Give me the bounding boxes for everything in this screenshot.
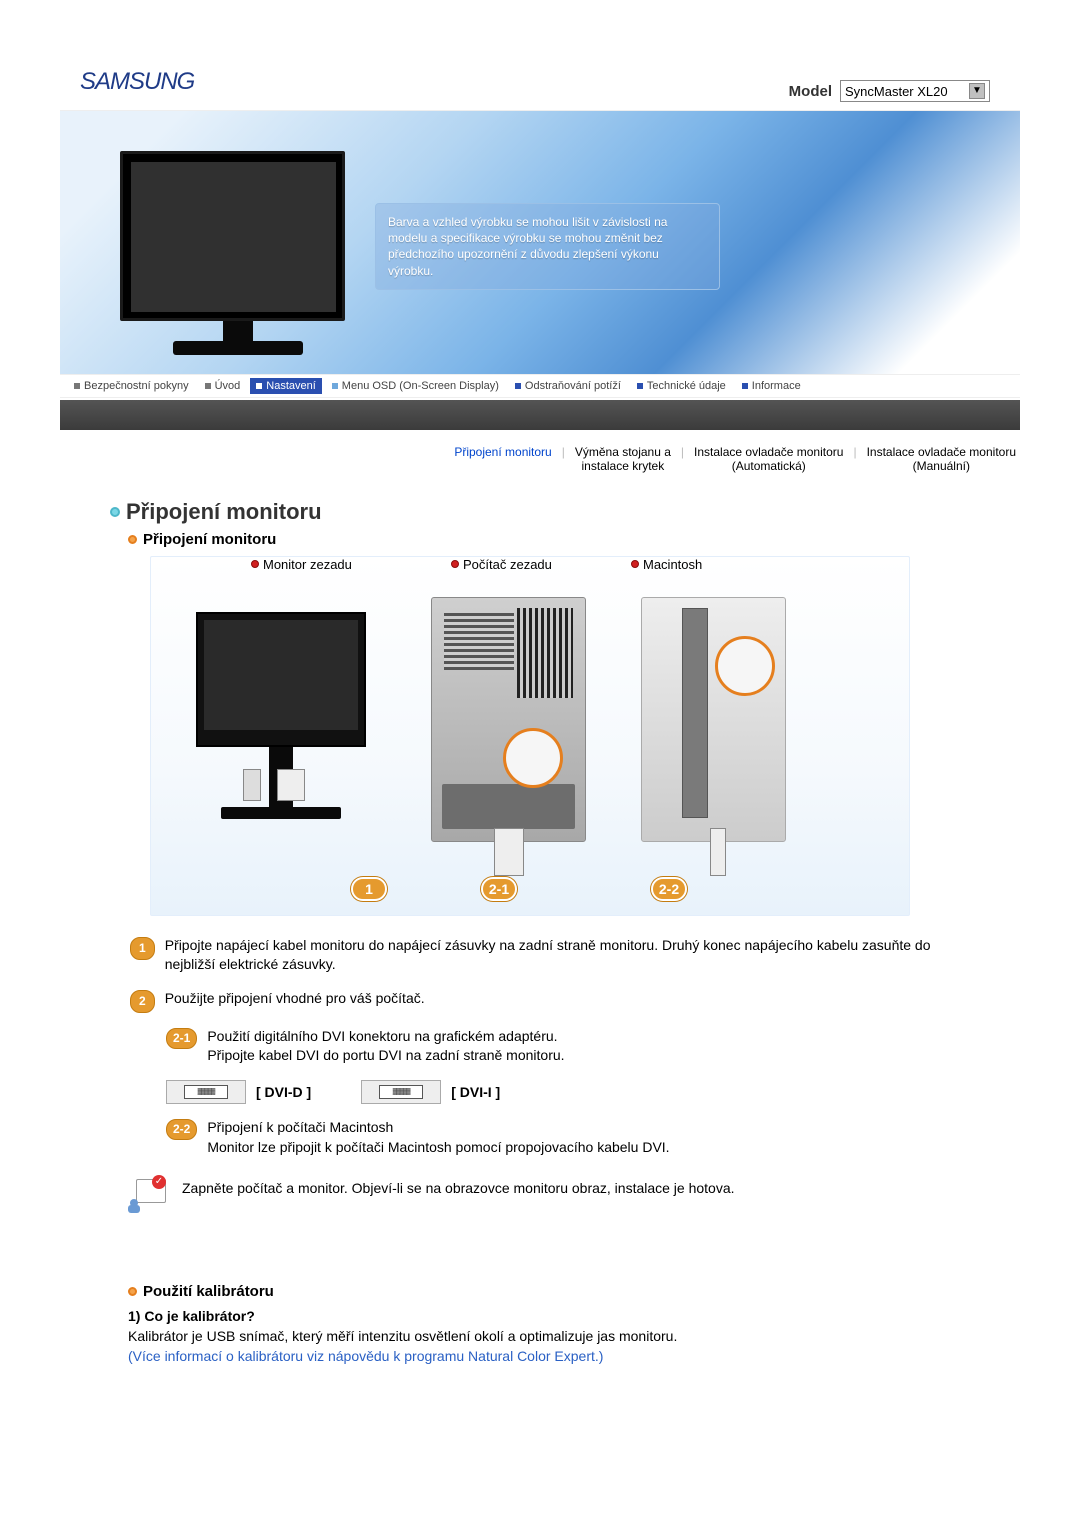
nav-dark-strip — [60, 400, 1020, 430]
section-subtitle: Připojení monitoru — [128, 531, 970, 548]
diagram-monitor — [191, 597, 371, 847]
diagram-badge-2-1: 2-1 — [481, 877, 517, 901]
diagram-pc — [431, 597, 586, 842]
nav-info[interactable]: Informace — [736, 378, 807, 394]
model-selector-row: Model SyncMaster XL20 ▼ — [789, 80, 990, 102]
calibrator-answer: Kalibrátor je USB snímač, který měří int… — [128, 1326, 970, 1346]
dvi-i-connector-icon: ▓▓▓▓▓ — [361, 1080, 441, 1104]
calibrator-question: 1) Co je kalibrátor? — [128, 1308, 970, 1324]
step-1-text: Připojte napájecí kabel monitoru do napá… — [165, 936, 970, 975]
highlight-circle-icon — [715, 636, 775, 696]
step-badge-2-2: 2-2 — [166, 1119, 197, 1140]
model-selected: SyncMaster XL20 — [845, 84, 948, 99]
connection-diagram: Monitor zezadu Počítač zezadu Macintosh … — [150, 556, 910, 916]
steps-list: 1 Připojte napájecí kabel monitoru do na… — [130, 936, 970, 1213]
step-badge-2: 2 — [130, 990, 155, 1013]
nav-specs[interactable]: Technické údaje — [631, 378, 732, 394]
nav-osd[interactable]: Menu OSD (On-Screen Display) — [326, 378, 505, 394]
dropdown-arrow-icon: ▼ — [969, 83, 985, 99]
subtab-stand[interactable]: Výměna stojanu ainstalace krytek — [571, 445, 675, 474]
diagram-mac — [641, 597, 786, 842]
bullet-icon — [128, 1287, 137, 1296]
nav-setup[interactable]: Nastavení — [250, 378, 322, 394]
dvi-d-label: [ DVI-D ] — [256, 1084, 311, 1100]
nav-troubleshoot[interactable]: Odstraňování potíží — [509, 378, 627, 394]
diagram-badge-1: 1 — [351, 877, 387, 901]
step-2-text: Použijte připojení vhodné pro váš počíta… — [165, 989, 425, 1009]
subtab-driver-manual[interactable]: Instalace ovladače monitoru(Manuální) — [863, 445, 1020, 474]
nav-intro[interactable]: Úvod — [199, 378, 247, 394]
connector-row: ▓▓▓▓▓ [ DVI-D ] ▓▓▓▓▓ [ DVI-I ] — [166, 1080, 970, 1104]
separator: | — [853, 445, 856, 459]
hero-notice-box: Barva a vzhled výrobku se mohou lišit v … — [375, 203, 720, 290]
model-label: Model — [789, 83, 832, 100]
step-badge-1: 1 — [130, 937, 155, 960]
main-nav: Bezpečnostní pokyny Úvod Nastavení Menu … — [60, 374, 1020, 398]
diagram-badge-2-2: 2-2 — [651, 877, 687, 901]
diagram-label-pc: Počítač zezadu — [451, 557, 552, 572]
calibrator-note: (Více informací o kalibrátoru viz nápově… — [128, 1346, 970, 1366]
subtab-connect[interactable]: Připojení monitoru — [450, 445, 555, 474]
section-title: Připojení monitoru — [110, 499, 970, 525]
highlight-circle-icon — [503, 728, 563, 788]
subtabs: Připojení monitoru | Výměna stojanu ains… — [280, 445, 1020, 474]
step-2-2-text: Připojení k počítači Macintosh Monitor l… — [207, 1118, 669, 1157]
separator: | — [681, 445, 684, 459]
tip-person-icon: ✓ — [130, 1179, 164, 1213]
power-on-note: Zapněte počítač a monitor. Objeví-li se … — [182, 1179, 735, 1199]
step-2-1-text: Použití digitálního DVI konektoru na gra… — [207, 1027, 564, 1066]
hero-monitor-illustration — [120, 151, 355, 359]
diagram-label-mac: Macintosh — [631, 557, 702, 572]
dvi-d-connector-icon: ▓▓▓▓▓ — [166, 1080, 246, 1104]
bullet-icon — [110, 507, 120, 517]
bullet-icon — [128, 535, 137, 544]
dvi-i-label: [ DVI-I ] — [451, 1084, 500, 1100]
diagram-label-monitor: Monitor zezadu — [251, 557, 352, 572]
separator: | — [562, 445, 565, 459]
hero-banner: Barva a vzhled výrobku se mohou lišit v … — [60, 110, 1020, 375]
nav-safety[interactable]: Bezpečnostní pokyny — [68, 378, 195, 394]
brand-logo: SAMSUNG — [80, 68, 194, 96]
step-badge-2-1: 2-1 — [166, 1028, 197, 1049]
model-select[interactable]: SyncMaster XL20 ▼ — [840, 80, 990, 102]
subtab-driver-auto[interactable]: Instalace ovladače monitoru(Automatická) — [690, 445, 847, 474]
section2-subtitle: Použití kalibrátoru — [128, 1283, 970, 1300]
